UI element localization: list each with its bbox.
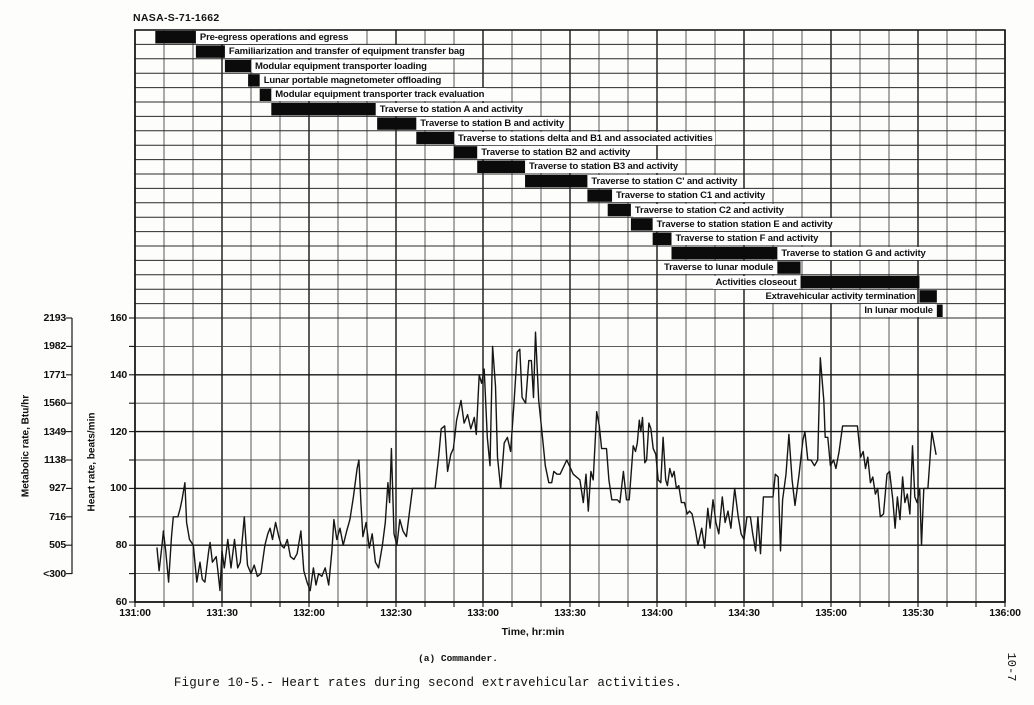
gantt-bar — [259, 88, 272, 101]
task-label: Pre-egress operations and egress — [197, 30, 351, 44]
gantt-bar — [477, 160, 526, 173]
metabolic-tick-label: 927 — [49, 482, 66, 495]
time-tick-label: 131:30 — [206, 607, 238, 619]
time-tick-label: 133:00 — [467, 607, 499, 619]
task-label: Traverse to lunar module — [661, 261, 776, 275]
task-label: Extravehicular activity termination — [763, 290, 918, 303]
time-tick-label: 131:00 — [119, 607, 151, 619]
task-label: Traverse to station B and activity — [418, 117, 567, 131]
gantt-bar — [936, 304, 943, 317]
heart-rate-tick-label: 140 — [110, 368, 127, 381]
gantt-bar — [800, 275, 920, 289]
metabolic-tick-label: <300 — [43, 567, 66, 580]
gantt-bar — [454, 146, 478, 159]
gantt-bar — [587, 189, 613, 202]
gantt-bar — [671, 247, 778, 260]
gantt-bar — [377, 117, 417, 130]
metabolic-tick-label: 2193 — [43, 312, 66, 324]
time-tick-label: 134:30 — [728, 607, 760, 619]
gantt-bar — [630, 218, 653, 231]
time-tick-label: 132:30 — [380, 607, 412, 619]
time-axis-title: Time, hr:min — [501, 626, 565, 638]
task-label: In lunar module — [862, 304, 935, 318]
gantt-bar — [195, 45, 225, 58]
time-tick-label: 132:00 — [293, 607, 325, 619]
task-label: Traverse to station A and activity — [377, 102, 525, 116]
heart-rate-tick-label: 60 — [115, 596, 127, 608]
gantt-bar — [525, 175, 588, 188]
heart-rate-tick-label: 100 — [110, 482, 127, 495]
task-label: Traverse to station B3 and activity — [527, 160, 680, 174]
task-label: Traverse to station B2 and activity — [479, 146, 633, 159]
page-number: 10-7 — [1004, 652, 1018, 682]
time-tick-label: 133:30 — [554, 607, 586, 619]
task-label: Familiarization and transfer of equipmen… — [226, 45, 467, 59]
gantt-bar — [919, 290, 937, 303]
task-label: Modular equipment transporter loading — [253, 59, 429, 73]
time-tick-label: 135:00 — [815, 607, 847, 619]
task-label: Traverse to station F and activity — [673, 232, 821, 246]
task-label: Modular equipment transporter track eval… — [273, 88, 487, 102]
gantt-bar — [271, 103, 376, 116]
metabolic-tick-label: 716 — [49, 510, 66, 523]
task-label: Traverse to stations delta and B1 and as… — [456, 131, 715, 145]
heart-rate-line — [156, 331, 937, 592]
gantt-bar — [777, 261, 801, 274]
task-label: Lunar portable magnetometer offloading — [261, 74, 444, 87]
metabolic-tick-label: 1771 — [43, 368, 66, 381]
task-label: Traverse to station C' and activity — [589, 174, 740, 188]
metabolic-tick-label: 1349 — [43, 425, 66, 438]
gantt-bar — [607, 203, 631, 217]
metabolic-tick-label: 505 — [49, 539, 66, 552]
task-label: Activities closeout — [713, 275, 799, 289]
time-tick-label: 135:30 — [902, 607, 934, 619]
gantt-bar — [652, 232, 672, 245]
heart-rate-tick-label: 160 — [110, 312, 127, 324]
heart-rate-tick-label: 120 — [110, 425, 127, 438]
gantt-bar — [416, 131, 454, 145]
gantt-bar — [248, 74, 260, 87]
task-label: Traverse to station C1 and activity — [614, 189, 767, 203]
time-tick-label: 134:00 — [641, 607, 673, 619]
report-id: NASA-S-71-1662 — [133, 12, 220, 24]
gantt-bar — [224, 59, 251, 73]
task-label: Traverse to station G and activity — [779, 246, 928, 260]
heart-rate-tick-label: 80 — [115, 539, 127, 552]
task-label: Traverse to station C2 and activity — [632, 203, 786, 217]
metabolic-tick-label: 1982 — [43, 340, 66, 353]
figure-caption: Figure 10-5.- Heart rates during second … — [173, 676, 683, 690]
task-label: Traverse to station station E and activi… — [654, 218, 835, 231]
metabolic-tick-label: 1138 — [44, 454, 66, 466]
subcaption-commander: (a) Commander. — [418, 653, 498, 664]
time-tick-label: 136:00 — [989, 607, 1021, 619]
metabolic-tick-label: 1560 — [43, 397, 66, 410]
gantt-bar — [155, 31, 196, 44]
